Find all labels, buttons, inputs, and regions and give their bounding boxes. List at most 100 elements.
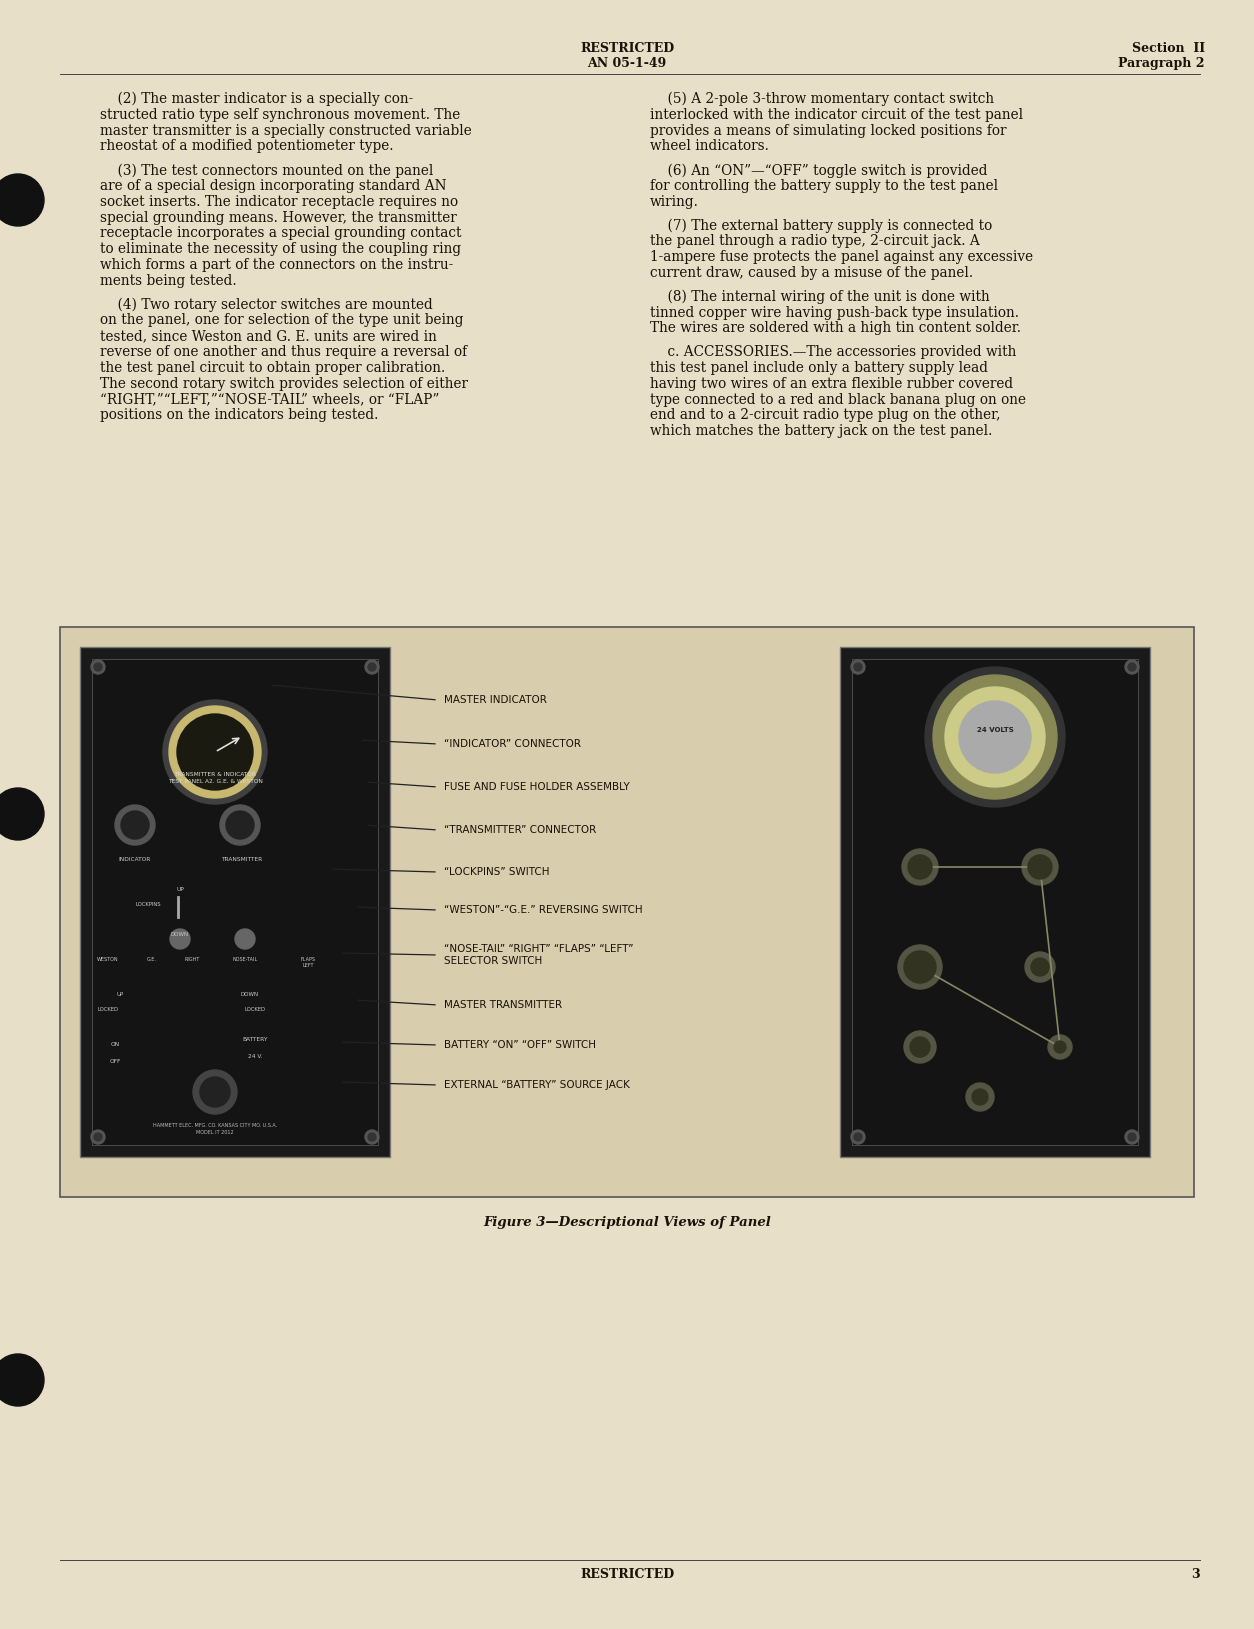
Text: current draw, caused by a misuse of the panel.: current draw, caused by a misuse of the … [650,266,973,280]
Text: receptacle incorporates a special grounding contact: receptacle incorporates a special ground… [100,226,461,241]
Text: WESTON: WESTON [98,956,119,963]
Circle shape [226,811,255,839]
Text: (8) The internal wiring of the unit is done with: (8) The internal wiring of the unit is d… [650,290,989,305]
Circle shape [92,1131,105,1144]
Text: wiring.: wiring. [650,195,698,209]
Circle shape [904,1031,935,1064]
Text: MASTER TRANSMITTER: MASTER TRANSMITTER [444,1000,562,1010]
Text: this test panel include only a battery supply lead: this test panel include only a battery s… [650,362,988,375]
Circle shape [1129,1134,1136,1140]
Circle shape [854,1134,861,1140]
Circle shape [908,855,932,880]
Circle shape [972,1090,988,1104]
Text: AN 05-1-49: AN 05-1-49 [587,57,667,70]
Text: HAMMETT ELEC. MFG. CO. KANSAS CITY MO. U.S.A.
MODEL IT 2012: HAMMETT ELEC. MFG. CO. KANSAS CITY MO. U… [153,1122,277,1135]
Text: tested, since Weston and G. E. units are wired in: tested, since Weston and G. E. units are… [100,329,436,344]
Text: c. ACCESSORIES.—The accessories provided with: c. ACCESSORIES.—The accessories provided… [650,345,1017,360]
Text: to eliminate the necessity of using the coupling ring: to eliminate the necessity of using the … [100,243,461,256]
Text: 24 V.: 24 V. [248,1054,262,1059]
Circle shape [1125,660,1139,674]
Circle shape [854,663,861,671]
Text: NOSE-TAIL: NOSE-TAIL [232,956,257,963]
Circle shape [365,660,379,674]
Text: (5) A 2-pole 3-throw momentary contact switch: (5) A 2-pole 3-throw momentary contact s… [650,91,994,106]
Circle shape [1129,663,1136,671]
Text: DOWN: DOWN [241,992,260,997]
Text: the test panel circuit to obtain proper calibration.: the test panel circuit to obtain proper … [100,360,445,375]
Text: tinned copper wire having push-back type insulation.: tinned copper wire having push-back type… [650,306,1020,319]
Text: OFF: OFF [109,1059,120,1064]
Text: BATTERY: BATTERY [242,1038,267,1043]
Bar [60,627,1194,1197]
Text: RESTRICTED: RESTRICTED [579,1569,675,1582]
Circle shape [0,788,44,841]
Circle shape [946,687,1045,787]
Text: the panel through a radio type, 2-circuit jack. A: the panel through a radio type, 2-circui… [650,235,979,248]
Text: ON: ON [110,1043,119,1047]
Circle shape [115,805,155,845]
Text: rheostat of a modified potentiometer type.: rheostat of a modified potentiometer typ… [100,140,394,153]
Circle shape [1055,1041,1066,1052]
Text: “INDICATOR” CONNECTOR: “INDICATOR” CONNECTOR [444,740,581,749]
Circle shape [904,951,935,982]
Circle shape [177,714,253,790]
Circle shape [219,805,260,845]
Circle shape [910,1038,930,1057]
Text: type connected to a red and black banana plug on one: type connected to a red and black banana… [650,393,1026,407]
Circle shape [169,705,261,798]
Circle shape [365,1131,379,1144]
Circle shape [1025,951,1055,982]
Text: provides a means of simulating locked positions for: provides a means of simulating locked po… [650,124,1007,137]
Text: (3) The test connectors mounted on the panel: (3) The test connectors mounted on the p… [100,163,434,178]
Text: UP: UP [117,992,124,997]
Text: master transmitter is a specially constructed variable: master transmitter is a specially constr… [100,124,472,137]
Bar [80,647,390,1157]
Circle shape [94,663,102,671]
Circle shape [0,1354,44,1406]
Circle shape [902,849,938,885]
Text: having two wires of an extra flexible rubber covered: having two wires of an extra flexible ru… [650,376,1013,391]
Circle shape [966,1083,994,1111]
Text: reverse of one another and thus require a reversal of: reverse of one another and thus require … [100,345,468,358]
Circle shape [933,674,1057,798]
Bar [840,647,1150,1157]
Text: (4) Two rotary selector switches are mounted: (4) Two rotary selector switches are mou… [100,298,433,313]
Text: 1-ampere fuse protects the panel against any excessive: 1-ampere fuse protects the panel against… [650,251,1033,264]
Text: (6) An “ON”—“OFF” toggle switch is provided: (6) An “ON”—“OFF” toggle switch is provi… [650,163,987,178]
Circle shape [163,700,267,805]
Text: EXTERNAL “BATTERY” SOURCE JACK: EXTERNAL “BATTERY” SOURCE JACK [444,1080,630,1090]
Circle shape [1125,1131,1139,1144]
Text: RESTRICTED: RESTRICTED [579,42,675,55]
Circle shape [1028,855,1052,880]
Text: positions on the indicators being tested.: positions on the indicators being tested… [100,409,379,422]
Text: (2) The master indicator is a specially con-: (2) The master indicator is a specially … [100,91,414,106]
Text: special grounding means. However, the transmitter: special grounding means. However, the tr… [100,210,456,225]
Text: end and to a 2-circuit radio type plug on the other,: end and to a 2-circuit radio type plug o… [650,409,1001,422]
Text: TRANSMITTER & INDICATOR
TEST PANEL A2. G.E. & WESTON: TRANSMITTER & INDICATOR TEST PANEL A2. G… [168,772,262,784]
Circle shape [959,700,1031,774]
Text: “LOCKPINS” SWITCH: “LOCKPINS” SWITCH [444,867,549,876]
Text: on the panel, one for selection of the type unit being: on the panel, one for selection of the t… [100,313,464,327]
Circle shape [367,663,376,671]
Text: G.E.: G.E. [147,956,157,963]
Text: 3: 3 [1191,1569,1200,1582]
Text: FUSE AND FUSE HOLDER ASSEMBLY: FUSE AND FUSE HOLDER ASSEMBLY [444,782,630,792]
Text: UP: UP [176,888,184,893]
Text: interlocked with the indicator circuit of the test panel: interlocked with the indicator circuit o… [650,108,1023,122]
Text: LOCKED: LOCKED [245,1007,266,1012]
Text: “NOSE-TAIL” “RIGHT” “FLAPS” “LEFT”
SELECTOR SWITCH: “NOSE-TAIL” “RIGHT” “FLAPS” “LEFT” SELEC… [444,945,633,966]
Circle shape [199,1077,229,1108]
Text: which matches the battery jack on the test panel.: which matches the battery jack on the te… [650,424,992,438]
Circle shape [171,929,191,950]
Circle shape [925,666,1065,806]
Circle shape [193,1070,237,1114]
Circle shape [1022,849,1058,885]
Text: “TRANSMITTER” CONNECTOR: “TRANSMITTER” CONNECTOR [444,824,596,836]
Text: ments being tested.: ments being tested. [100,274,237,288]
Circle shape [1048,1034,1072,1059]
Circle shape [1031,958,1050,976]
Text: Figure 3—Descriptional Views of Panel: Figure 3—Descriptional Views of Panel [483,1215,771,1228]
Text: LOCKED: LOCKED [98,1007,118,1012]
Text: wheel indicators.: wheel indicators. [650,140,769,153]
Text: “RIGHT,”“LEFT,”“NOSE-TAIL” wheels, or “FLAP”: “RIGHT,”“LEFT,”“NOSE-TAIL” wheels, or “F… [100,393,439,406]
